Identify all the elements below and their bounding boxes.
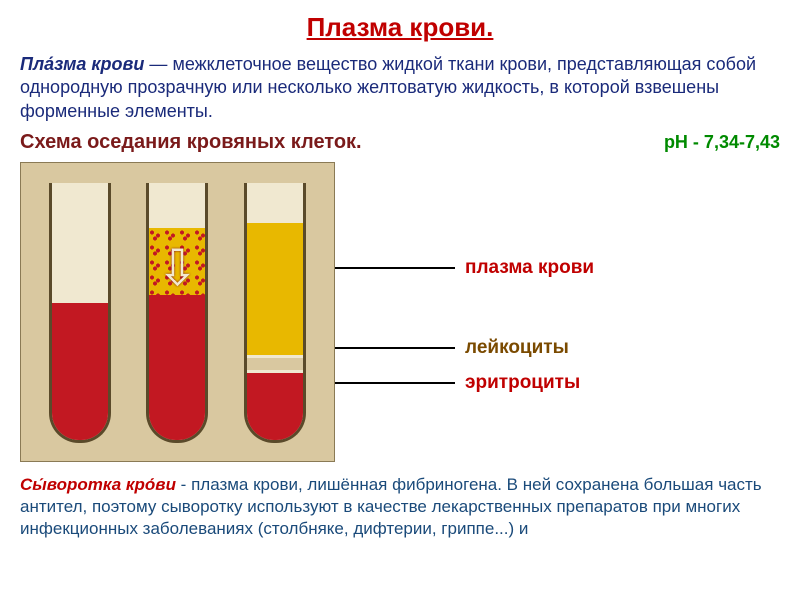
serum-paragraph: Сы́воротка кро́ви - плазма крови, лишённ… — [20, 474, 780, 540]
definition-term: Пла́зма крови — [20, 54, 144, 74]
down-arrow-icon: ⇩ — [157, 243, 199, 293]
labels-panel: плазма крови лейкоциты эритроциты — [355, 162, 780, 462]
schema-header-row: Схема оседания кровяных клеток. pH - 7,3… — [20, 131, 780, 154]
definition-paragraph: Пла́зма крови — межклеточное вещество жи… — [20, 53, 780, 123]
serum-dash: - — [176, 475, 191, 494]
page-title: Плазма крови. — [20, 12, 780, 43]
tubes-panel: ⇩ — [20, 162, 335, 462]
ph-value: pH - 7,34-7,43 — [664, 132, 780, 153]
test-tube-2: ⇩ — [146, 183, 208, 443]
leader-line — [335, 267, 455, 269]
tube-layer — [247, 373, 303, 440]
diagram-label: лейкоциты — [465, 337, 569, 359]
diagram-label: плазма крови — [465, 257, 594, 279]
definition-dash: — — [144, 54, 172, 74]
tube-layer — [52, 303, 108, 440]
leader-line — [335, 347, 455, 349]
test-tube-3 — [244, 183, 306, 443]
schema-title: Схема оседания кровяных клеток. — [20, 131, 362, 154]
tube-layer — [247, 223, 303, 355]
test-tube-1 — [49, 183, 111, 443]
diagram-area: ⇩ плазма крови лейкоциты эритроциты — [20, 162, 780, 462]
leader-line — [335, 382, 455, 384]
diagram-label: эритроциты — [465, 372, 580, 394]
tube-layer — [247, 358, 303, 370]
serum-term: Сы́воротка кро́ви — [20, 475, 176, 494]
